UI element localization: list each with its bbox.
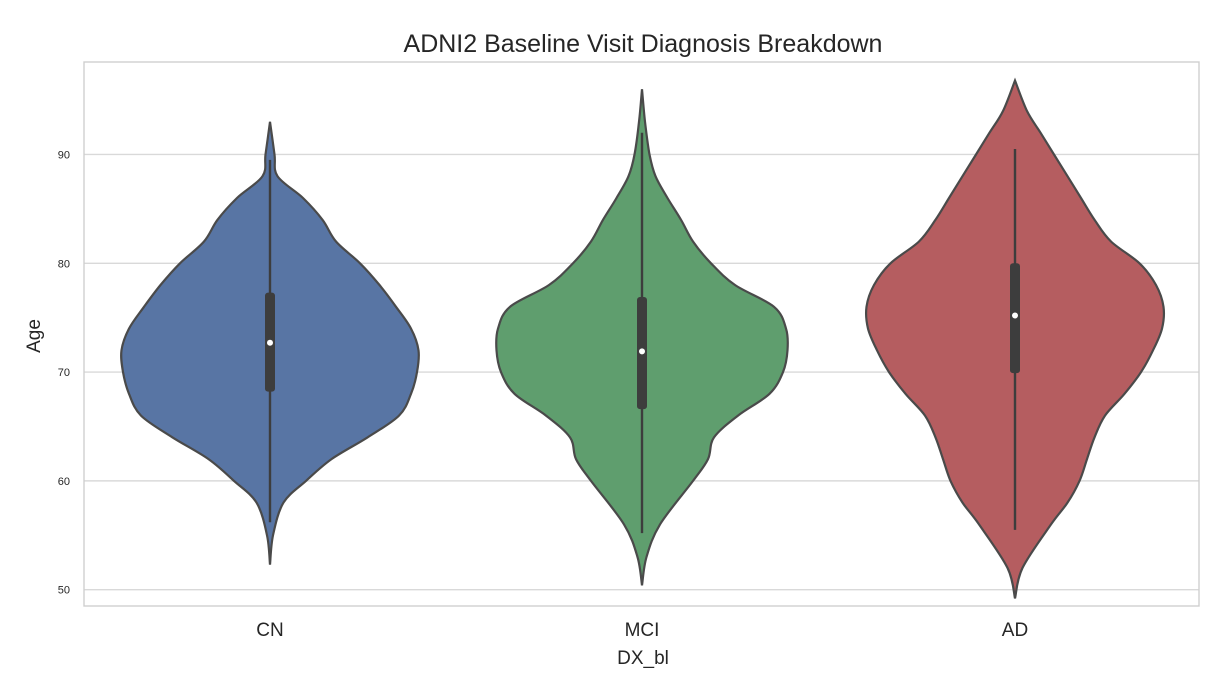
y-axis-label: Age <box>24 319 45 353</box>
violins <box>120 77 1166 599</box>
x-tick-label: CN <box>256 620 283 641</box>
violin-mci <box>495 89 789 586</box>
x-tick-labels: CN MCI AD <box>256 620 1028 641</box>
median-point <box>639 348 645 355</box>
x-tick-label: AD <box>1002 620 1028 641</box>
chart-title: ADNI2 Baseline Visit Diagnosis Breakdown <box>404 30 883 58</box>
median-point <box>267 339 273 346</box>
plot-frame <box>83 61 1200 607</box>
violin-ad <box>864 77 1166 599</box>
violin-cn <box>120 121 420 565</box>
y-tick-label: 80 <box>58 258 70 270</box>
y-tick-label: 90 <box>58 149 70 161</box>
y-tick-labels: 50 60 70 80 90 <box>58 149 70 596</box>
y-tick-label: 70 <box>58 367 70 379</box>
y-tick-label: 60 <box>58 476 70 488</box>
x-axis-label: DX_bl <box>617 648 669 669</box>
median-point <box>1012 312 1018 319</box>
y-tick-label: 50 <box>58 585 70 597</box>
x-tick-label: MCI <box>625 620 660 641</box>
